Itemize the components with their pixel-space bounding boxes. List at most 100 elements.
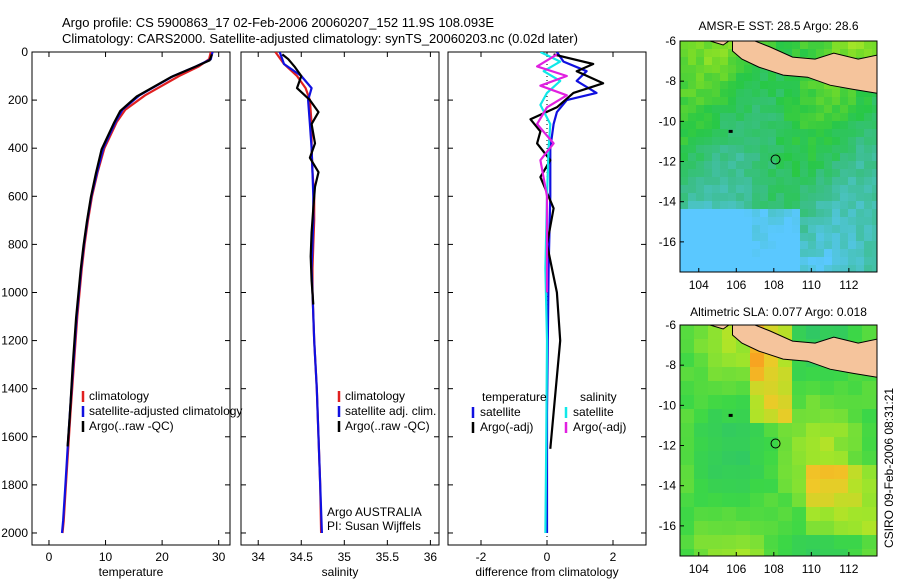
map-cell	[696, 137, 705, 146]
map-cell	[824, 113, 833, 122]
map-cell	[848, 381, 863, 396]
map-cell	[694, 535, 709, 550]
map-cell	[744, 193, 753, 202]
map-sst_map: 104 106 108 110 112 -6 -8 -10 -12 -14 -16 AMSR-E SS…	[659, 19, 878, 292]
map-cell	[722, 423, 737, 438]
map-cell	[680, 153, 689, 162]
map-cell	[792, 73, 801, 82]
map-cell	[784, 177, 793, 186]
map-cell	[776, 201, 785, 210]
map-cell	[848, 97, 857, 106]
map-cell	[862, 381, 877, 396]
map-cell	[800, 121, 809, 130]
map-cell	[694, 479, 709, 494]
map-cell	[712, 177, 721, 186]
map-cell	[824, 153, 833, 162]
map-cell	[792, 451, 807, 466]
map-cell	[704, 153, 713, 162]
map-cell	[744, 153, 753, 162]
map-cell	[760, 97, 769, 106]
map-cell	[752, 97, 761, 106]
map-cell	[704, 137, 713, 146]
map-cell	[760, 153, 769, 162]
map-cell	[776, 145, 785, 154]
map-cell	[816, 97, 825, 106]
map-cell	[736, 89, 745, 98]
map-cell	[832, 169, 841, 178]
map-cell	[704, 145, 713, 154]
map-cell	[728, 249, 737, 258]
map-cell	[816, 89, 825, 98]
map-cell	[800, 233, 809, 242]
map-cell	[848, 153, 857, 162]
map-cell	[744, 257, 753, 266]
map-cell	[704, 169, 713, 178]
map-cell	[872, 97, 877, 106]
map-cell	[776, 105, 785, 114]
map-cell	[800, 185, 809, 194]
y-tick-label: 400	[8, 141, 28, 155]
series-line-difference-3	[535, 53, 568, 293]
map-cell	[800, 129, 809, 138]
map-cell	[792, 97, 801, 106]
map-cell	[722, 339, 737, 354]
map-cell	[848, 113, 857, 122]
map-cell	[848, 145, 857, 154]
map-cell	[680, 549, 695, 556]
map-cell	[720, 153, 729, 162]
map-cell	[696, 129, 705, 138]
side-timestamp-label: CSIRO 09-Feb-2006 08:31:21	[882, 388, 896, 548]
map-cell	[752, 265, 761, 272]
map-cell	[708, 465, 723, 480]
map-cell	[704, 209, 713, 218]
map-cell	[720, 257, 729, 266]
map-cell	[768, 185, 777, 194]
map-cell	[808, 169, 817, 178]
map-cell	[712, 185, 721, 194]
map-cell	[834, 493, 849, 508]
map-cell	[728, 201, 737, 210]
map-cell	[876, 325, 877, 340]
map-cell	[768, 233, 777, 242]
map-cell	[768, 73, 777, 82]
map-cell	[728, 225, 737, 234]
map-frame-sla_map	[679, 324, 878, 557]
map-cell	[712, 209, 721, 218]
map-cell	[816, 81, 825, 90]
map-cell	[736, 437, 751, 452]
map-cell	[864, 105, 873, 114]
map-cell	[752, 177, 761, 186]
map-cell	[720, 113, 729, 122]
y-tick-label: 600	[8, 189, 28, 203]
map-x-tick-label: 110	[802, 278, 821, 292]
map-cell	[760, 169, 769, 178]
map-cell	[820, 493, 835, 508]
legend-entry-salinity: satellite	[573, 405, 614, 419]
series-line-difference-0	[545, 52, 598, 533]
map-field-sla_map	[680, 325, 877, 556]
map-cell	[808, 161, 817, 170]
map-cell	[744, 209, 753, 218]
map-cell	[760, 177, 769, 186]
legend-entry-salinity: Argo(..raw -QC)	[345, 419, 430, 433]
map-cell	[864, 177, 873, 186]
map-cell	[680, 129, 689, 138]
map-cell	[720, 57, 729, 66]
map-cell	[848, 233, 857, 242]
map-cell	[848, 479, 863, 494]
map-cell	[750, 395, 765, 410]
panel-salinity: 34 34.5 35 35.5 36 salinity	[240, 51, 440, 579]
map-cell	[704, 265, 713, 272]
map-cell	[840, 41, 849, 50]
map-cell	[840, 169, 849, 178]
map-cell	[832, 193, 841, 202]
map-cell	[824, 169, 833, 178]
map-cell	[694, 409, 709, 424]
x-tick-label-temperature: 20	[155, 550, 169, 564]
map-cell	[736, 137, 745, 146]
map-cell	[736, 193, 745, 202]
map-cell	[816, 41, 825, 50]
map-cell	[680, 49, 689, 58]
map-cell	[708, 353, 723, 368]
